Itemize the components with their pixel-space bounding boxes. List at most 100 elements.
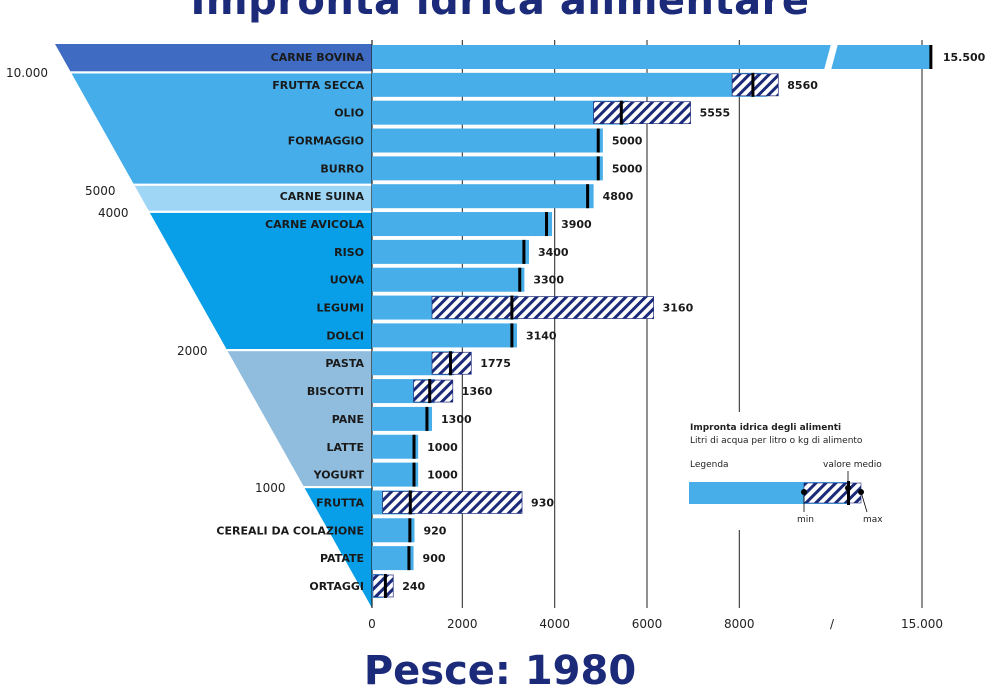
value-label: 8560: [787, 79, 818, 92]
median-marker: [929, 45, 933, 69]
bar: [372, 45, 931, 69]
category-label: UOVA: [330, 274, 365, 287]
bar: [372, 100, 629, 125]
category-label: BURRO: [320, 162, 364, 175]
category-label: CEREALI DA COLAZIONE: [216, 524, 364, 537]
legend-title: Impronta idrica degli alimenti: [690, 423, 841, 433]
pyramid-level-label: 4000: [98, 206, 129, 220]
category-label: OLIO: [334, 107, 364, 120]
bar: [372, 72, 768, 97]
pyramid-separator: [55, 349, 372, 352]
category-label: FRUTTA: [316, 496, 364, 509]
pyramid-separator: [55, 183, 372, 186]
bar: [372, 518, 415, 543]
median-marker: [407, 546, 411, 571]
bar: [372, 128, 603, 153]
pyramid-band: [55, 44, 372, 73]
chart-title: Impronta idrica alimentare: [190, 0, 810, 24]
x-axis: 0 2000 4000 6000 8000 / 15.000: [368, 617, 943, 631]
value-label: 930: [531, 496, 554, 509]
category-label: PATATE: [320, 552, 364, 565]
median-marker: [596, 156, 600, 181]
legend-label: Legenda: [690, 460, 729, 470]
legend-background: [684, 412, 904, 530]
bar: [372, 323, 517, 348]
median-marker: [412, 462, 416, 487]
category-label: ORTAGGI: [309, 580, 364, 593]
value-label: 5555: [700, 107, 731, 120]
median-marker: [412, 434, 416, 459]
value-label: 1775: [480, 357, 511, 370]
category-label: FORMAGGIO: [288, 135, 364, 148]
value-label: 3400: [538, 246, 569, 259]
bar: [372, 239, 529, 264]
pyramid-separator: [55, 210, 372, 213]
median-marker: [518, 267, 522, 292]
x-tick-label: 2000: [447, 617, 478, 631]
value-label: 900: [423, 552, 446, 565]
legend-max-label: max: [863, 515, 883, 525]
range-hatch: [382, 491, 523, 514]
range-hatch: [413, 379, 454, 403]
bar: [372, 156, 603, 181]
category-label: LATTE: [327, 441, 364, 454]
value-label: 1000: [427, 469, 458, 482]
median-marker: [408, 490, 412, 515]
value-label: 1300: [441, 413, 472, 426]
median-marker: [425, 406, 429, 431]
category-label: YOGURT: [313, 469, 365, 482]
bars-group: [372, 44, 933, 598]
median-marker: [596, 128, 600, 153]
legend-max-leader: [860, 491, 868, 513]
x-tick-label: 6000: [632, 617, 663, 631]
value-label: 4800: [603, 190, 634, 203]
median-marker: [448, 351, 452, 376]
bar: [372, 184, 594, 209]
legend-median-marker: [847, 481, 850, 505]
value-label: 3140: [526, 329, 557, 342]
median-marker: [383, 573, 387, 598]
x-tick-label: /: [830, 617, 835, 631]
median-marker: [586, 184, 590, 209]
pyramid-separator: [55, 71, 372, 74]
bar: [372, 267, 525, 292]
category-label: PANE: [332, 413, 364, 426]
range-hatch: [593, 101, 691, 125]
category-label: BISCOTTI: [307, 385, 364, 398]
pyramid-level-label: 1000: [255, 481, 286, 495]
footer-note: Pesce: 1980: [363, 648, 637, 694]
median-marker: [545, 212, 549, 237]
legend-subtitle: Litri di acqua per litro o kg di aliment…: [690, 436, 863, 446]
median-marker: [408, 518, 412, 543]
bar: [372, 434, 419, 459]
range-hatch: [372, 574, 394, 598]
value-label: 240: [402, 580, 425, 593]
median-marker: [428, 379, 432, 404]
median-marker: [522, 239, 526, 264]
water-footprint-chart: CARNE BOVINA FRUTTA SECCA OLIO FORMAGGIO BUR…: [6, 40, 986, 631]
range-hatch: [731, 73, 779, 97]
median-marker: [751, 72, 755, 97]
value-label: 3300: [533, 274, 564, 287]
category-label: FRUTTA SECCA: [272, 79, 364, 92]
legend-avg-label: valore medio: [823, 460, 882, 470]
value-label: 5000: [612, 162, 643, 175]
x-tick-label: 15.000: [901, 617, 943, 631]
value-label: 3900: [561, 218, 592, 231]
range-hatch: [431, 296, 654, 319]
pyramid-level-labels: 10.000 5000 4000 2000 1000: [6, 66, 286, 495]
x-tick-label: 4000: [539, 617, 570, 631]
value-label: 1360: [462, 385, 493, 398]
bar: [372, 212, 553, 237]
legend-range-hatch: [803, 482, 862, 504]
value-label: 5000: [612, 135, 643, 148]
value-label: 15.500: [943, 51, 986, 64]
bar: [372, 406, 433, 431]
value-label: 3160: [663, 302, 694, 315]
category-label: CARNE AVICOLA: [265, 218, 364, 231]
value-labels: 15.500 8560 5555 5000 5000 4800 3900 3400 3300 31…: [402, 51, 985, 593]
median-marker: [510, 295, 514, 320]
x-tick-label: 8000: [724, 617, 755, 631]
category-label: PASTA: [325, 357, 364, 370]
pyramid-separator: [55, 486, 372, 489]
